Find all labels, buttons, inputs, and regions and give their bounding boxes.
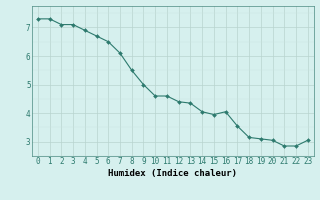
X-axis label: Humidex (Indice chaleur): Humidex (Indice chaleur): [108, 169, 237, 178]
